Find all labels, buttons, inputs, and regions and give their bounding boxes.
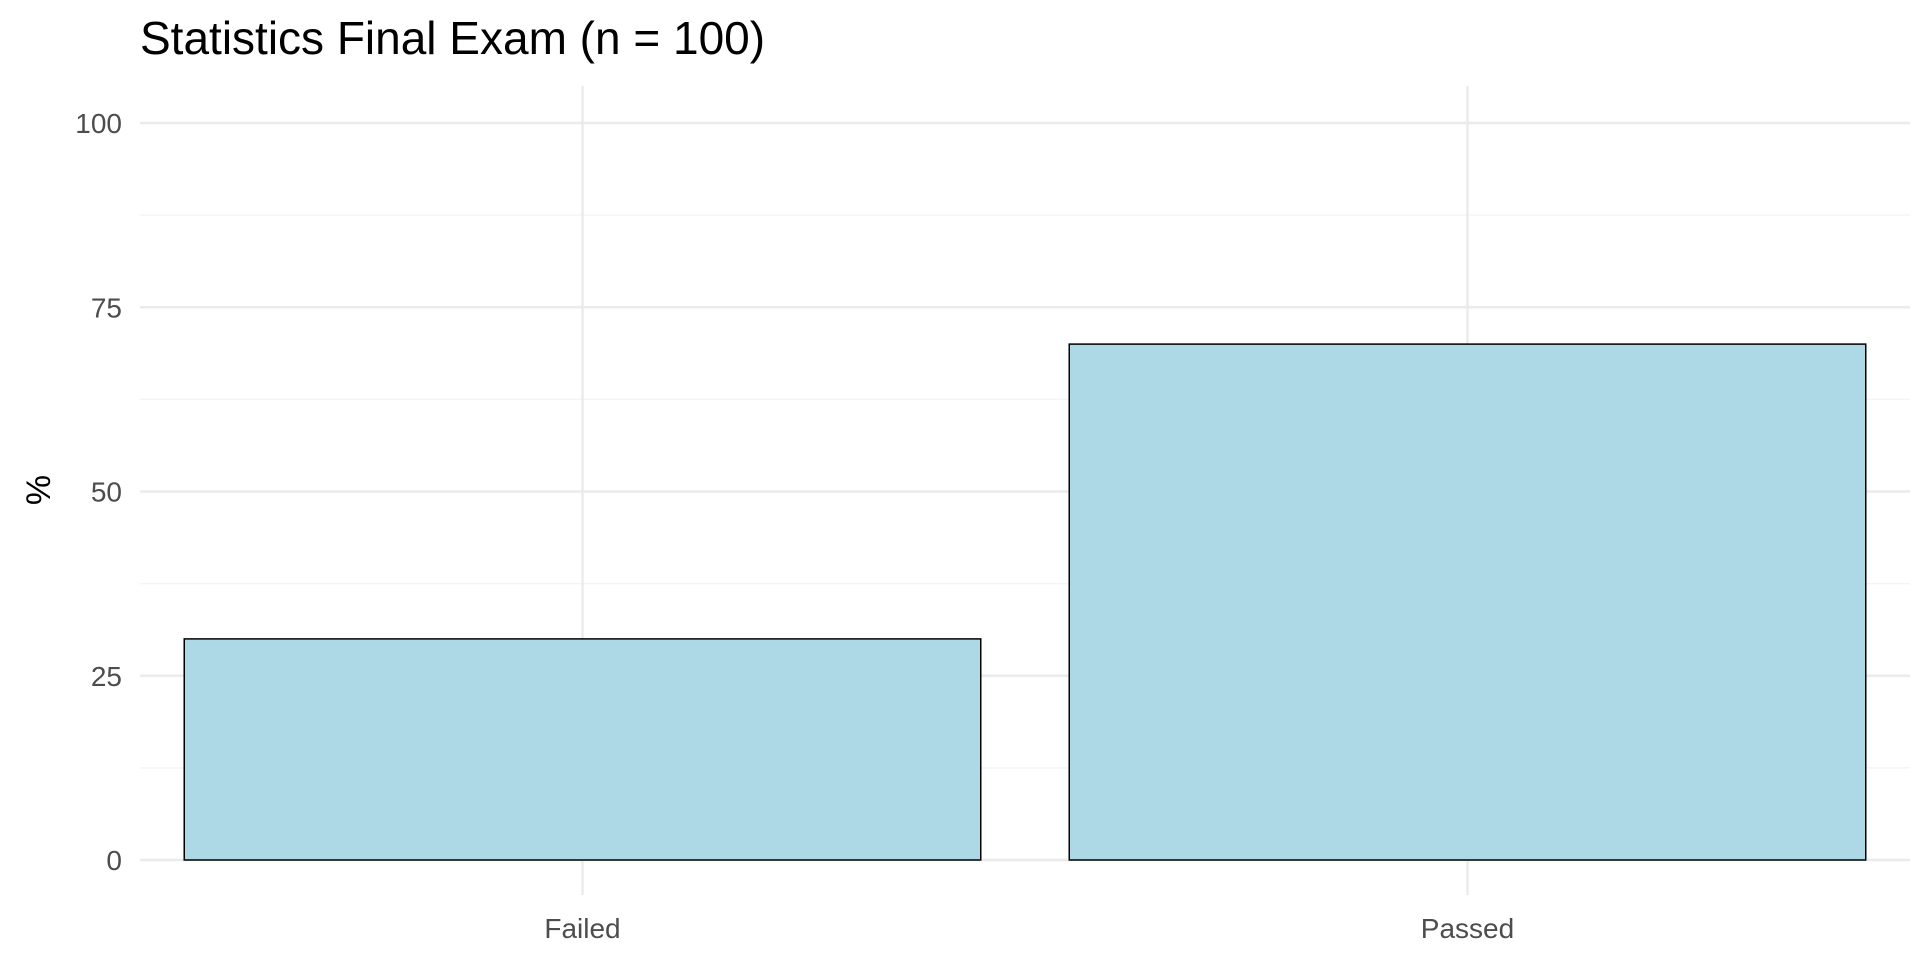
y-tick-label: 25 [91, 661, 122, 692]
y-tick-label: 50 [91, 477, 122, 508]
y-tick-label: 100 [75, 108, 122, 139]
bars-layer [183, 343, 1867, 861]
x-tick-label: Passed [1421, 913, 1514, 944]
bar-passed [1068, 343, 1867, 861]
y-axis-label: % [20, 475, 58, 505]
y-axis-ticks: 0 25 50 75 100 [75, 108, 122, 876]
y-tick-label: 75 [91, 292, 122, 323]
y-tick-label: 0 [106, 845, 122, 876]
x-axis-ticks: Failed Passed [544, 913, 1514, 944]
bar-failed [183, 638, 982, 861]
chart-title: Statistics Final Exam (n = 100) [140, 12, 765, 64]
x-tick-label: Failed [544, 913, 620, 944]
